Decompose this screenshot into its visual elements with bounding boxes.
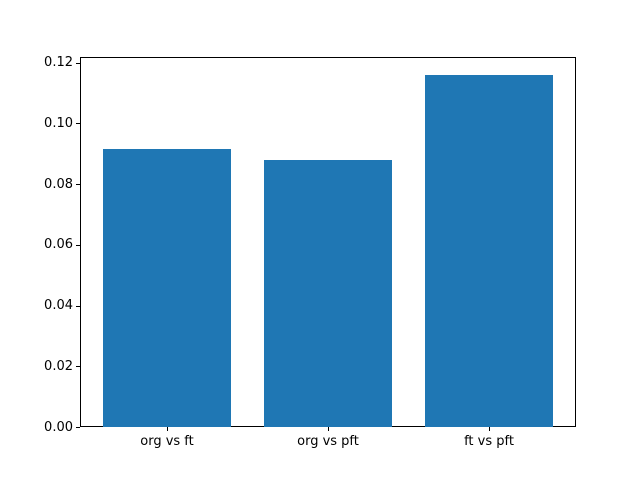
y-tick-mark (76, 366, 80, 368)
x-tick-mark (489, 427, 490, 431)
y-tick-label: 0.00 (44, 419, 73, 435)
bar-org-vs-pft (263, 160, 393, 427)
bar-ft-vs-pft (424, 74, 554, 427)
y-tick-mark (76, 184, 80, 185)
x-tick-mark (328, 427, 329, 431)
y-tick-label: 0.02 (44, 358, 73, 374)
y-tick-mark (76, 62, 80, 64)
bar-org-vs-ft (102, 149, 232, 427)
y-tick-mark (76, 305, 80, 307)
x-tick-label: org vs ft (140, 434, 194, 449)
y-tick-label: 0.08 (44, 176, 73, 192)
x-tick-label: ft vs pft (464, 434, 514, 449)
x-tick-mark (167, 427, 168, 431)
y-tick-label: 0.10 (44, 115, 73, 131)
y-tick-mark (76, 244, 80, 246)
y-tick-label: 0.04 (44, 298, 73, 313)
x-tick-label: org vs pft (297, 434, 359, 449)
y-tick-mark (76, 427, 80, 428)
y-tick-mark (76, 123, 80, 125)
y-tick-label: 0.12 (44, 55, 73, 70)
y-tick-label: 0.06 (44, 237, 73, 253)
